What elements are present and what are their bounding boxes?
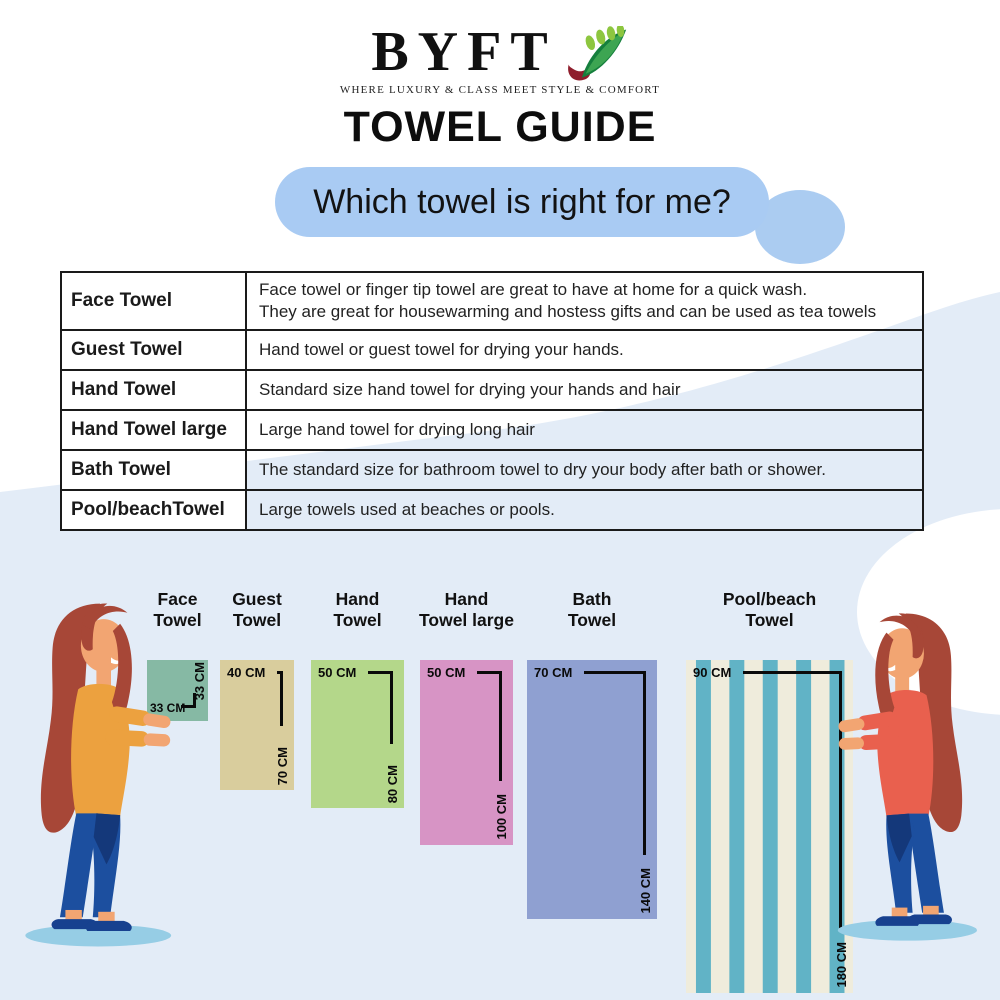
woman-illustration-left [18,600,173,951]
dimension-hline [584,671,646,674]
height-dimension-label: 100 CM [494,794,509,840]
brand-logo: BYFT [0,24,1000,84]
height-dimension-label: 80 CM [385,764,400,803]
width-dimension-label: 70 CM [534,665,573,680]
towel-swatch-hand-towel-large: 50 CM 100 CM [420,660,513,845]
size-label-face-towel: Face Towel [153,589,202,631]
row-label: Face Towel [60,270,247,332]
size-label-hand-towel: Hand Towel [333,589,382,631]
row-label: Guest Towel [60,329,247,372]
towel-swatch-bath-towel: 70 CM 140 CM [527,660,657,919]
table-row: Hand Towel Standard size hand towel for … [60,369,924,412]
width-dimension-label: 50 CM [318,665,357,680]
brand-tagline: WHERE LUXURY & CLASS MEET STYLE & COMFOR… [339,84,661,96]
dimension-hline [743,671,842,674]
towel-swatch-hand-towel: 50 CM 80 CM [311,660,404,808]
row-label: Hand Towel large [60,409,247,452]
size-label-bath-towel: Bath Towel [567,589,617,631]
height-dimension-label: 70 CM [275,746,290,785]
page-title: TOWEL GUIDE [343,103,657,151]
table-row: Bath Towel The standard size for bathroo… [60,449,924,492]
towel-swatch-guest-towel: 40 CM 70 CM [220,660,294,790]
table-row: Guest Towel Hand towel or guest towel fo… [60,329,924,372]
width-dimension-label: 50 CM [427,665,466,680]
dimension-corner-vline [193,693,196,708]
row-description: The standard size for bathroom towel to … [245,449,924,492]
dimension-corner-hline [181,705,196,708]
towel-swatch-face-towel: 33 CM 33 CM [147,660,208,721]
size-label-pool-beach-towel: Pool/beach Towel [722,589,817,631]
table-row: Hand Towel large Large hand towel for dr… [60,409,924,452]
table-row: Pool/beachTowel Large towels used at bea… [60,489,924,532]
width-dimension-label: 40 CM [227,665,266,680]
table-row: Face Towel Face towel or finger tip towe… [60,270,924,332]
side-circle-shape [755,190,845,264]
row-description: Large hand towel for drying long hair [245,409,924,452]
dimension-vline [643,671,646,855]
towel-guide-table: Face Towel Face towel or finger tip towe… [60,270,924,532]
dimension-hline [477,671,502,674]
row-description: Standard size hand towel for drying your… [245,369,924,412]
row-description: Face towel or finger tip towel are great… [245,270,924,332]
size-label-guest-towel: Guest Towel [232,589,282,631]
leaf-branch-icon [567,26,626,81]
row-label: Bath Towel [60,449,247,492]
row-label: Pool/beachTowel [60,489,247,532]
dimension-hline [368,671,393,674]
height-dimension-label: 140 CM [638,868,653,914]
row-description: Large towels used at beaches or pools. [245,489,924,532]
height-dimension-label: 180 CM [834,942,849,988]
width-dimension-label: 33 CM [150,701,186,715]
dimension-vline [280,671,283,726]
dimension-vline [499,671,502,781]
question-banner: Which towel is right for me? [275,167,769,237]
row-label: Hand Towel [60,369,247,412]
width-dimension-label: 90 CM [693,665,732,680]
woman-illustration-right [836,610,984,945]
brand-name: BYFT [371,21,557,83]
dimension-vline [390,671,393,744]
dimension-vline [839,671,842,929]
row-description: Hand towel or guest towel for drying you… [245,329,924,372]
size-label-hand-towel-large: Hand Towel large [419,589,514,631]
towel-swatch-pool-beach-towel: 90 CM 180 CM [686,660,853,993]
